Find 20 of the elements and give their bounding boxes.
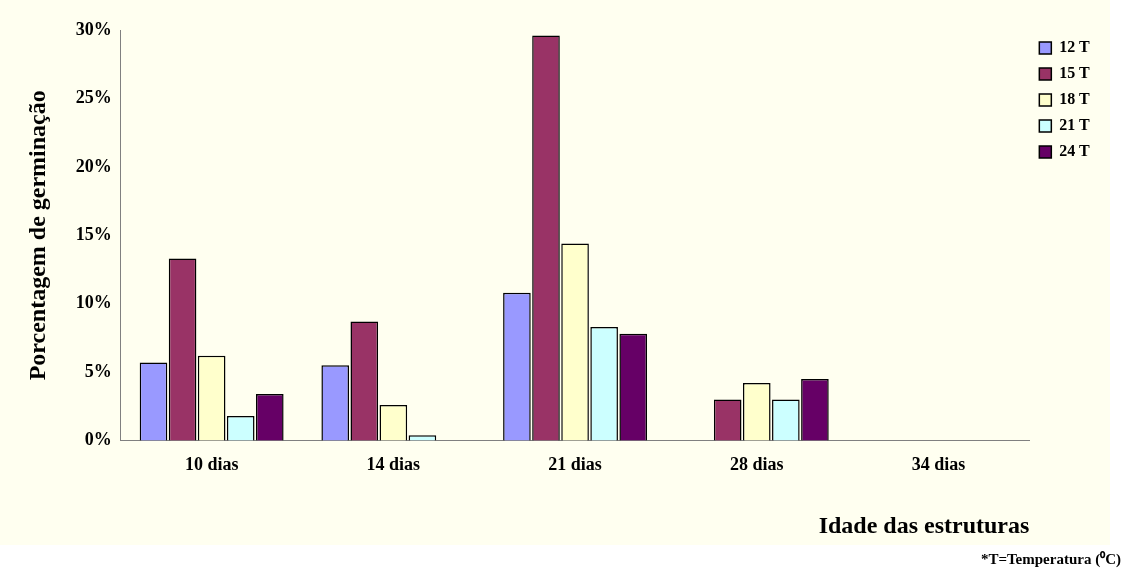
legend-label: 21 T xyxy=(1059,116,1091,134)
y-tick-label: 10% xyxy=(75,292,112,313)
x-tick-label: 34 dias xyxy=(911,454,966,475)
y-tick-label: 25% xyxy=(75,87,112,108)
y-tick-label: 15% xyxy=(75,223,112,244)
legend-label: 24 T xyxy=(1059,142,1091,160)
x-tick-label: 21 dias xyxy=(548,454,602,475)
x-tick-label: 14 dias xyxy=(366,454,421,475)
y-tick-label: 0% xyxy=(84,429,112,450)
legend-label: 18 T xyxy=(1059,90,1091,108)
y-axis-title: Porcentagem de germinação xyxy=(23,90,50,381)
y-tick-label: 30% xyxy=(75,18,112,39)
legend-label: 12 T xyxy=(1059,38,1091,56)
x-axis-title: Idade das estruturas xyxy=(818,511,1030,538)
x-tick-label: 10 dias xyxy=(184,454,239,475)
text: *T=Temperatura (⁰C) xyxy=(980,550,1121,568)
x-tick-label: 28 dias xyxy=(730,454,784,475)
legend-label: 15 T xyxy=(1059,64,1091,82)
y-tick-label: 20% xyxy=(75,155,112,176)
y-tick-label: 5% xyxy=(84,360,112,381)
